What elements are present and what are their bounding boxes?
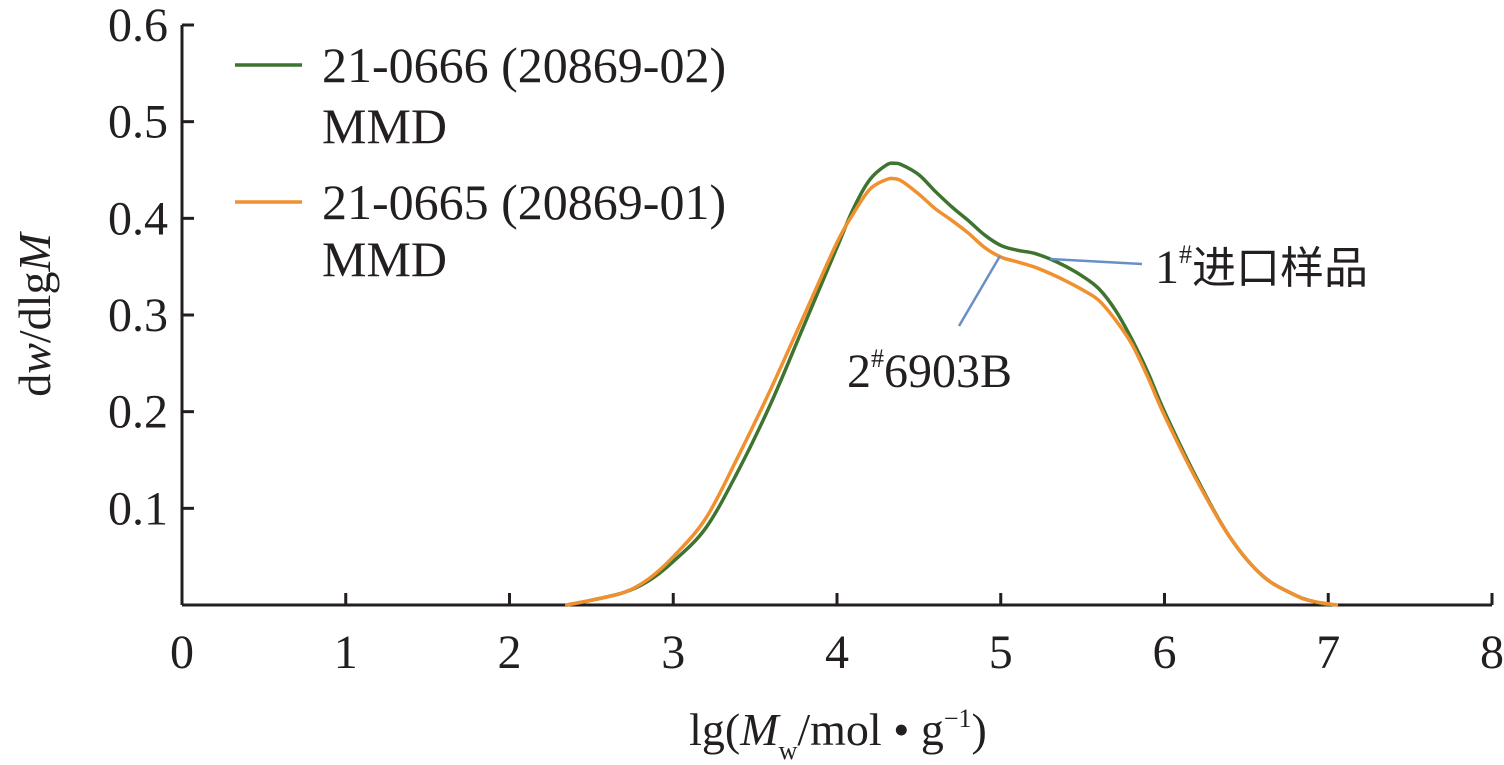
- y-ticks: 0.1 0.2 0.3 0.4 0.5 0.6: [108, 0, 194, 535]
- x-ticks: 0 1 2 3 4 5 6 7 8: [170, 593, 1504, 679]
- callout-line-2: [957, 255, 1002, 327]
- callouts: 1#进口样品 2#6903B: [847, 240, 1368, 398]
- callout-1-number: 1: [1155, 241, 1179, 294]
- legend-entry-2: 21-0665 (20869-01) MMD: [235, 174, 726, 287]
- callout-2-number: 2: [847, 345, 871, 398]
- legend-label-1-line2: MMD: [322, 98, 447, 154]
- legend-label-2-line2: MMD: [322, 231, 447, 287]
- y-tick-label: 0.1: [108, 482, 168, 535]
- x-tick-label: 0: [170, 626, 194, 679]
- y-tick-label: 0.6: [108, 0, 168, 52]
- series-layer: [565, 161, 1339, 607]
- callout-1-text: 进口样品: [1192, 243, 1368, 294]
- y-axis-title-v1: w: [9, 343, 60, 374]
- x-axis-title-prefix: lg(: [689, 704, 740, 755]
- series-line-2: [565, 176, 1339, 607]
- x-tick-label: 2: [498, 626, 522, 679]
- legend-label-2-line1: 21-0665 (20869-01): [322, 174, 726, 230]
- y-tick-label: 0.3: [108, 289, 168, 342]
- y-axis-title-v2: M: [9, 231, 60, 273]
- x-axis-title-suffix: /mol • g: [797, 704, 943, 755]
- callout-line-1: [1049, 257, 1143, 266]
- x-axis-title-sub: w: [779, 736, 798, 765]
- x-tick-label: 3: [661, 626, 685, 679]
- legend-entry-1: 21-0666 (20869-02) MMD: [235, 37, 726, 154]
- callout-label-1: 1#进口样品: [1155, 240, 1368, 294]
- y-axis-title-mid: /dlg: [9, 272, 60, 344]
- x-axis-title-sup: −1: [944, 704, 972, 733]
- callout-label-2: 2#6903B: [847, 344, 1012, 398]
- callout-1-mark: #: [1179, 240, 1192, 269]
- x-tick-label: 4: [825, 626, 849, 679]
- y-axis-title-pre: d: [9, 374, 60, 397]
- y-tick-label: 0.2: [108, 386, 168, 439]
- y-axis-title: dw/dlgM: [9, 231, 60, 397]
- x-tick-label: 7: [1316, 626, 1340, 679]
- x-tick-label: 6: [1153, 626, 1177, 679]
- y-tick-label: 0.4: [108, 192, 168, 245]
- callout-2-text: 6903B: [884, 345, 1012, 398]
- x-tick-label: 5: [989, 626, 1013, 679]
- callout-2-mark: #: [871, 344, 884, 373]
- y-tick-label: 0.5: [108, 96, 168, 149]
- legend-label-1-line1: 21-0666 (20869-02): [322, 37, 726, 93]
- x-tick-label: 1: [334, 626, 358, 679]
- legend: 21-0666 (20869-02) MMD 21-0665 (20869-01…: [235, 37, 726, 287]
- x-axis-title: lg(Mw/mol • g−1): [689, 704, 987, 765]
- x-tick-label: 8: [1480, 626, 1504, 679]
- x-axis-title-var: M: [739, 704, 781, 755]
- x-axis-title-close: ): [972, 704, 987, 755]
